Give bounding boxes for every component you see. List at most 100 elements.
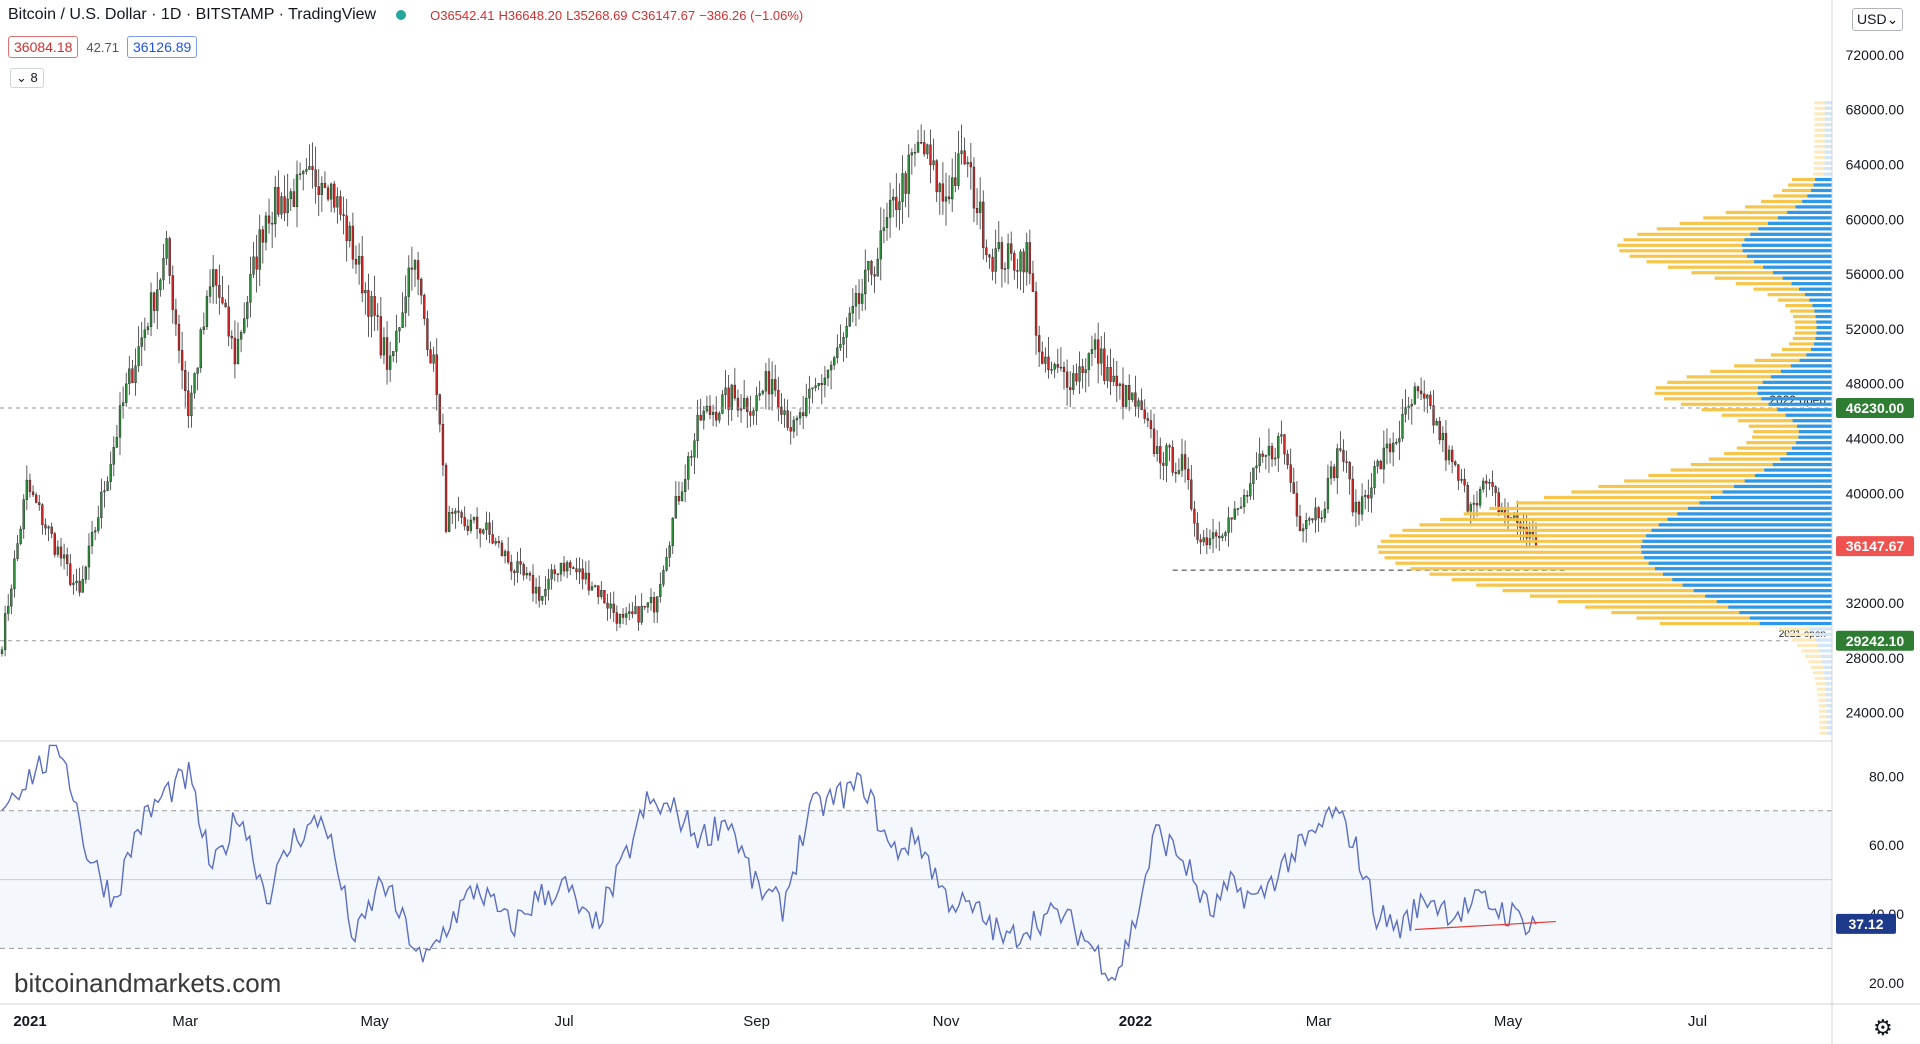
candle-body <box>286 198 289 214</box>
candle-body <box>683 479 687 492</box>
vp-bar-blue <box>1804 293 1832 297</box>
vp-bar-blue <box>1824 155 1832 160</box>
chart-header: Bitcoin / U.S. Dollar · 1D · BITSTAMP · … <box>8 6 803 24</box>
candle-body <box>22 499 25 530</box>
candle-body <box>1134 392 1137 407</box>
watermark: bitcoinandmarkets.com <box>14 968 282 998</box>
vp-bar-blue <box>1816 331 1832 335</box>
vp-bar-blue <box>1762 380 1832 384</box>
candle-body <box>426 318 429 350</box>
candle-body <box>475 516 479 530</box>
candle-body <box>988 254 991 258</box>
candle-body <box>1494 486 1497 493</box>
candle-body <box>618 614 622 624</box>
vp-bar-gold <box>1752 435 1832 439</box>
candle-body <box>295 174 299 207</box>
vp-bar-gold <box>1724 451 1832 456</box>
rsi-pane[interactable] <box>0 744 1832 982</box>
candle-body <box>885 217 889 228</box>
candle-body <box>342 214 345 216</box>
candle-body <box>59 546 63 559</box>
candle-body <box>196 367 199 374</box>
vp-bar-gold <box>1819 726 1832 730</box>
vp-bar-gold <box>1667 380 1832 384</box>
candle-body <box>1025 242 1028 273</box>
candle-body <box>1314 507 1317 521</box>
candle-body <box>954 177 957 186</box>
ask-badge[interactable]: 36126.89 <box>126 36 198 58</box>
candle-body <box>423 295 426 319</box>
indicators-collapse-button[interactable]: ⌄ 8 <box>10 68 44 88</box>
candle-body <box>867 260 870 271</box>
candle-body <box>1146 418 1150 421</box>
candle-body <box>292 191 296 207</box>
candle-body <box>1221 535 1224 539</box>
candle-body <box>1323 508 1327 519</box>
candle-body <box>298 173 302 176</box>
candle-body <box>1379 460 1382 470</box>
vp-bar-gold <box>1814 145 1832 149</box>
vp-bar-gold <box>1557 599 1832 604</box>
candle-body <box>649 596 653 603</box>
candle-body <box>1460 478 1463 481</box>
candle-body <box>941 183 945 202</box>
candle-body <box>140 337 143 347</box>
vp-bar-blue <box>1815 177 1832 182</box>
candle-body <box>522 564 525 576</box>
bid-badge[interactable]: 36084.18 <box>8 36 79 58</box>
candle-body <box>1351 478 1354 513</box>
currency-selector[interactable]: USD⌄ <box>1852 8 1904 31</box>
vp-bar-blue <box>1812 632 1832 637</box>
candle-body <box>1187 468 1190 480</box>
candle-body <box>121 402 125 406</box>
vp-bar-blue <box>1693 589 1832 593</box>
candle-body <box>848 312 851 327</box>
candle-body <box>1258 453 1261 467</box>
vp-bar-blue <box>1816 320 1832 324</box>
price-pane[interactable]: 2022 open2021 open <box>0 124 1832 657</box>
vp-bar-gold <box>1680 402 1832 406</box>
vp-bar-blue <box>1809 627 1832 631</box>
candle-body <box>1037 335 1041 353</box>
candle-body <box>13 558 16 590</box>
vp-bar-gold <box>1814 128 1832 132</box>
candle-body <box>348 225 351 242</box>
vp-bar-blue <box>1826 709 1832 713</box>
candle-body <box>106 481 109 491</box>
settings-gear-icon[interactable]: ⚙ <box>1873 1015 1893 1040</box>
candle-body <box>208 286 212 297</box>
candle-body <box>72 582 75 585</box>
vp-bar-gold <box>1710 369 1832 373</box>
candle-body <box>1398 438 1401 443</box>
candle-body <box>16 543 19 559</box>
vp-bar-gold <box>1808 660 1832 664</box>
vp-bar-gold <box>1725 210 1832 215</box>
vp-bar-blue <box>1825 693 1832 697</box>
candle-body <box>597 585 600 597</box>
vp-bar-blue <box>1641 550 1832 554</box>
candle-body <box>34 494 38 503</box>
vp-bar-gold <box>1543 495 1832 500</box>
vp-bar-gold <box>1791 177 1832 182</box>
candle-body <box>1202 537 1205 543</box>
candle-body <box>553 569 556 574</box>
candle-body <box>277 187 280 215</box>
candle-body <box>503 551 507 557</box>
candle-body <box>587 572 591 591</box>
candle-body <box>711 411 715 415</box>
candle-body <box>112 447 115 465</box>
candle-body <box>1106 366 1109 381</box>
vp-bar-blue <box>1744 238 1832 242</box>
vp-bar-gold <box>1819 720 1832 724</box>
candle-body <box>1252 467 1255 484</box>
candle-body <box>1329 466 1333 479</box>
candle-body <box>41 504 44 525</box>
symbol-title[interactable]: Bitcoin / U.S. Dollar · 1D · BITSTAMP · … <box>8 6 377 23</box>
candle-body <box>1010 243 1013 254</box>
candle-body <box>963 150 966 165</box>
candle-body <box>742 398 746 409</box>
vp-bar-blue <box>1640 545 1832 549</box>
candle-body <box>708 405 712 415</box>
